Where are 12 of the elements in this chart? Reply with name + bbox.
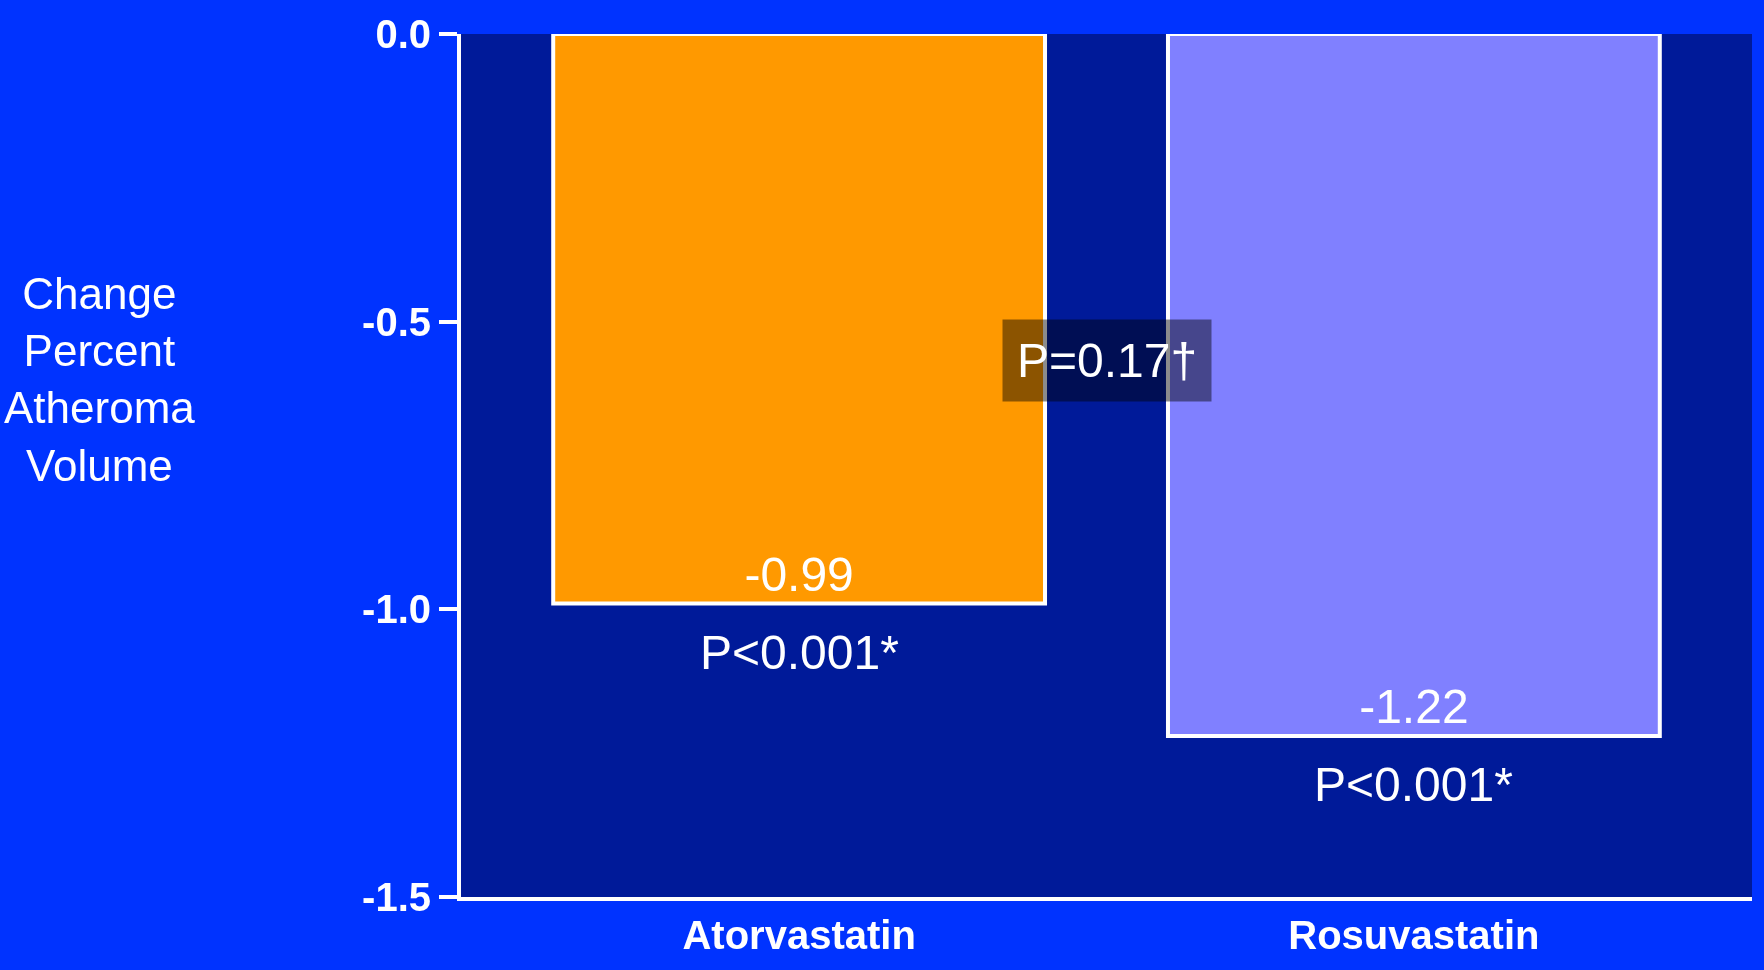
data-label: -0.99 — [744, 547, 854, 601]
annotation: P<0.001* — [1314, 758, 1513, 811]
y-axis-title: Change Percent Atheroma Volume — [4, 269, 196, 490]
y-tick-label: 0.0 — [375, 12, 431, 56]
x-tick-label: Rosuvastatin — [1288, 913, 1540, 957]
data-label: -1.22 — [1359, 679, 1469, 733]
y-tick-label: -1.5 — [362, 875, 431, 919]
annotation: P<0.001* — [700, 626, 899, 679]
y-tick-label: -1.0 — [362, 587, 431, 632]
annotation: P=0.17† — [1017, 334, 1198, 387]
x-tick-label: Atorvastatin — [682, 913, 916, 957]
y-tick-label: -0.5 — [362, 299, 431, 344]
